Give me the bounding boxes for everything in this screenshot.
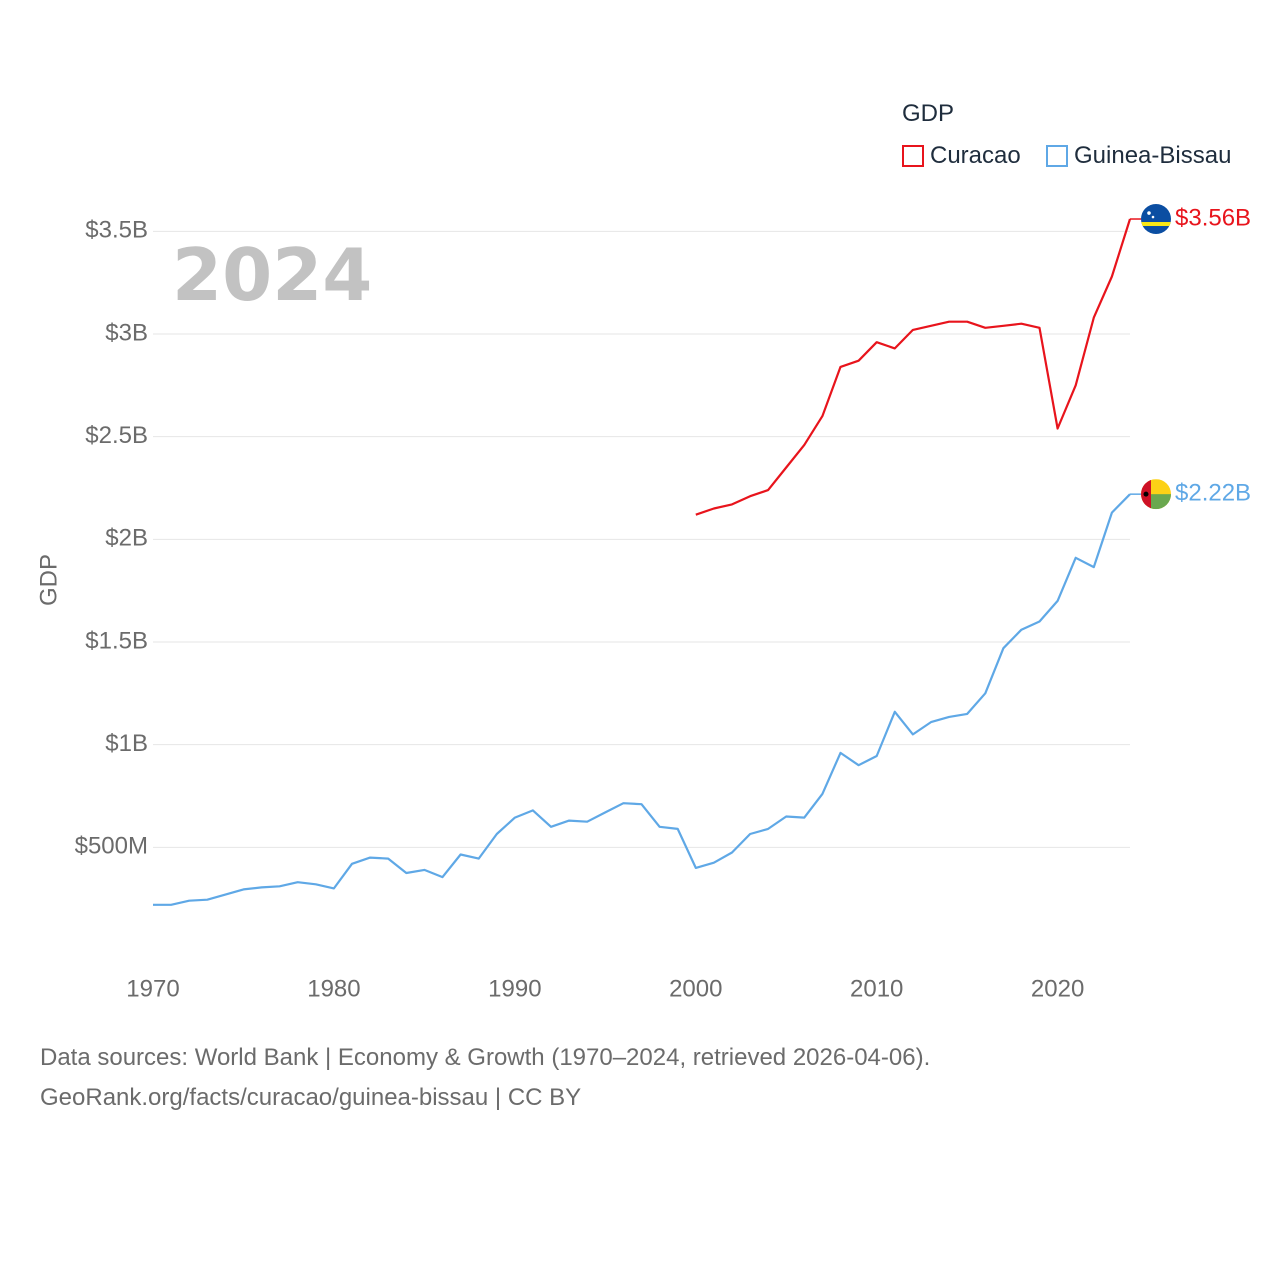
legend-item-curacao[interactable]: Curacao <box>902 142 1021 170</box>
x-tick-label: 2020 <box>1031 975 1084 1002</box>
x-tick-label: 2000 <box>669 975 722 1002</box>
legend-swatch-guinea-bissau <box>1046 145 1068 167</box>
series-line-guinea-bissau[interactable] <box>153 493 1131 906</box>
source-line-1: Data sources: World Bank | Economy & Gro… <box>40 1044 931 1071</box>
year-watermark: 2024 <box>172 233 372 317</box>
source-line-2[interactable]: GeoRank.org/facts/curacao/guinea-bissau … <box>40 1084 582 1111</box>
x-tick-label: 2010 <box>850 975 903 1002</box>
end-value-label: $2.22B <box>1175 480 1251 507</box>
legend-item-guinea-bissau[interactable]: Guinea-Bissau <box>1046 142 1231 170</box>
legend-title: GDP <box>902 100 955 127</box>
legend-label: Guinea-Bissau <box>1074 142 1232 169</box>
y-tick-label: $2.5B <box>85 422 148 449</box>
x-tick-label: 1980 <box>307 975 360 1002</box>
legend-label: Curacao <box>930 142 1021 169</box>
series-line-curacao[interactable] <box>695 218 1132 516</box>
x-tick-label: 1970 <box>126 975 179 1002</box>
x-tick-label: 1990 <box>488 975 541 1002</box>
y-tick-label: $1B <box>105 730 148 757</box>
y-tick-label: $3B <box>105 319 148 346</box>
curacao-flag-icon <box>1141 204 1171 235</box>
y-axis-label: GDP <box>35 554 62 606</box>
y-tick-label: $2B <box>105 525 148 552</box>
end-value-label: $3.56B <box>1175 204 1251 231</box>
y-tick-label: $1.5B <box>85 627 148 654</box>
guinea-bissau-flag-icon <box>1141 479 1171 510</box>
y-tick-label: $3.5B <box>85 217 148 244</box>
legend-swatch-curacao <box>902 145 924 167</box>
y-tick-label: $500M <box>75 833 148 860</box>
